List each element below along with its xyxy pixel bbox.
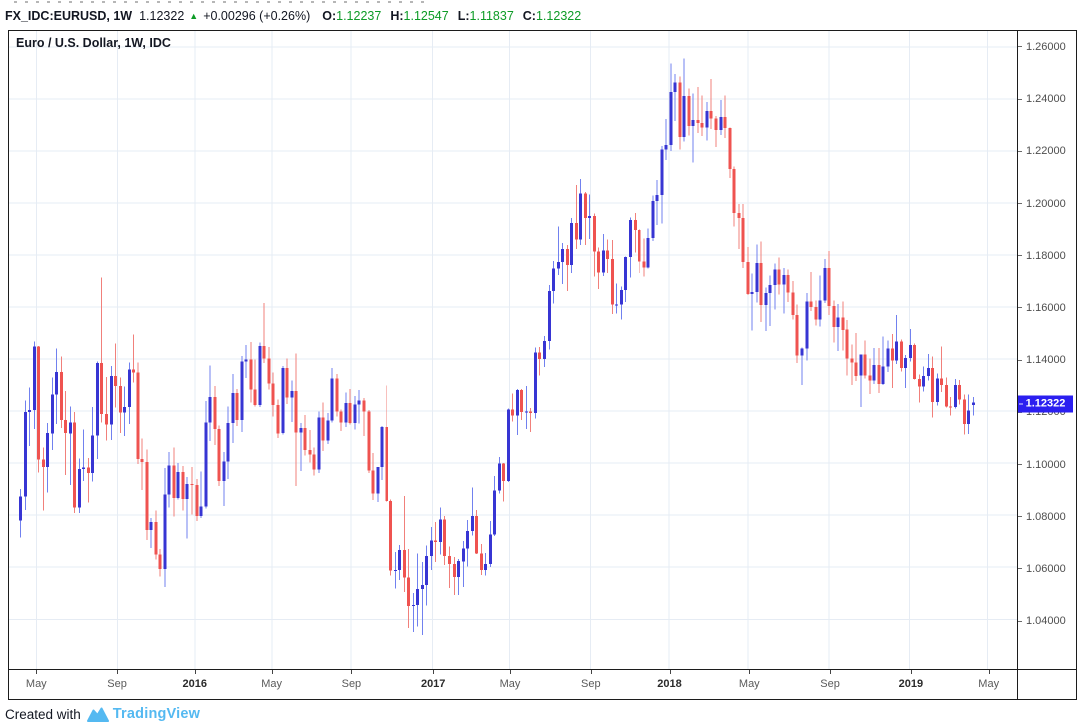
price-tick-mark	[1018, 464, 1022, 465]
low-value: L:1.11837	[457, 9, 514, 23]
price-axis[interactable]: 1.12322 1.26000 1.24000 1.22000 1.20000 1.18…	[1018, 30, 1077, 670]
time-tick-label: May	[978, 678, 1000, 690]
tradingview-link[interactable]: TradingView	[112, 706, 201, 722]
high-value: H:1.12547	[390, 9, 449, 23]
axis-corner-divider	[1017, 670, 1018, 700]
last-price-label: 1.12322	[1018, 395, 1073, 413]
time-tick-label: 2018	[657, 678, 682, 690]
price-tick-label: 1.26000	[1018, 41, 1066, 53]
price-tick-label: 1.16000	[1018, 302, 1066, 314]
time-tick-mark	[433, 670, 435, 674]
price-tick-mark	[1018, 203, 1022, 204]
price-tick-mark	[1018, 620, 1022, 622]
time-tick-mark	[36, 670, 38, 674]
symbol-title: FX_IDC:EURUSD, 1W	[5, 9, 133, 23]
price-tick-mark	[1018, 516, 1022, 518]
created-with-text: Created with	[5, 706, 81, 722]
time-tick-label: Sep	[581, 678, 601, 690]
time-tick-mark	[988, 670, 990, 674]
chart-title-overlay: Euro / U.S. Dollar, 1W, IDC	[16, 36, 171, 50]
time-tick-label: Sep	[341, 678, 362, 690]
price-tick-label: 1.10000	[1018, 459, 1066, 471]
time-tick-label: May	[499, 678, 521, 690]
price-tick-mark	[1018, 307, 1022, 309]
time-tick-mark	[194, 670, 196, 674]
price-tick-label: 1.14000	[1018, 354, 1066, 366]
time-tick-mark	[351, 670, 353, 674]
open-value: O:1.12237	[322, 9, 382, 23]
time-tick-mark	[830, 670, 832, 674]
gridlines	[9, 31, 1017, 669]
up-arrow-icon: ▲	[189, 11, 199, 21]
candlestick-plot[interactable]	[9, 31, 1017, 669]
price-change: +0.00296 (+0.26%)	[203, 9, 311, 23]
attribution-footer: Created with TradingView	[5, 703, 200, 725]
cropped-text-artifact	[14, 1, 424, 3]
price-tick-label: 1.24000	[1018, 93, 1066, 105]
candles	[18, 58, 976, 635]
symbol-header: FX_IDC:EURUSD, 1W 1.12322 ▲ +0.00296 (+0…	[5, 7, 590, 25]
time-tick-mark	[271, 670, 273, 674]
time-tick-label: 2019	[898, 678, 924, 690]
time-tick-label: 2016	[182, 678, 208, 690]
last-price: 1.12322	[139, 9, 185, 23]
time-tick-mark	[910, 670, 912, 674]
time-tick-label: May	[261, 678, 282, 690]
price-tick-notch	[1019, 403, 1023, 405]
time-tick-mark	[117, 670, 119, 674]
tradingview-logo-icon	[86, 707, 109, 722]
time-tick-label: 2017	[420, 678, 446, 690]
price-tick-mark	[1018, 46, 1022, 48]
price-tick-label: 1.08000	[1018, 511, 1066, 523]
candlestick-chart[interactable]: Euro / U.S. Dollar, 1W, IDC	[8, 30, 1018, 670]
price-tick-mark	[1018, 150, 1022, 152]
time-tick-label: May	[25, 678, 47, 690]
price-tick-mark	[1018, 359, 1022, 361]
time-axis[interactable]: May Sep 2016 May Sep 2017 May Sep 2018 May Sep 2019…	[8, 670, 1077, 700]
price-tick-mark	[1018, 98, 1022, 100]
time-tick-label: Sep	[820, 678, 840, 690]
price-tick-label: 1.20000	[1018, 198, 1066, 210]
price-tick-label: 1.04000	[1018, 615, 1066, 627]
time-tick-label: Sep	[107, 678, 127, 690]
price-tick-mark	[1018, 568, 1022, 570]
time-tick-mark	[749, 670, 751, 674]
price-tick-label: 1.06000	[1018, 563, 1066, 575]
close-value: C:1.12322	[522, 9, 582, 23]
price-tick-label: 1.22000	[1018, 145, 1066, 157]
time-tick-label: May	[738, 678, 760, 690]
time-tick-mark	[590, 670, 592, 674]
time-tick-mark	[510, 670, 511, 674]
price-tick-label: 1.18000	[1018, 250, 1066, 262]
time-tick-mark	[669, 670, 671, 674]
price-tick-mark	[1018, 255, 1022, 257]
